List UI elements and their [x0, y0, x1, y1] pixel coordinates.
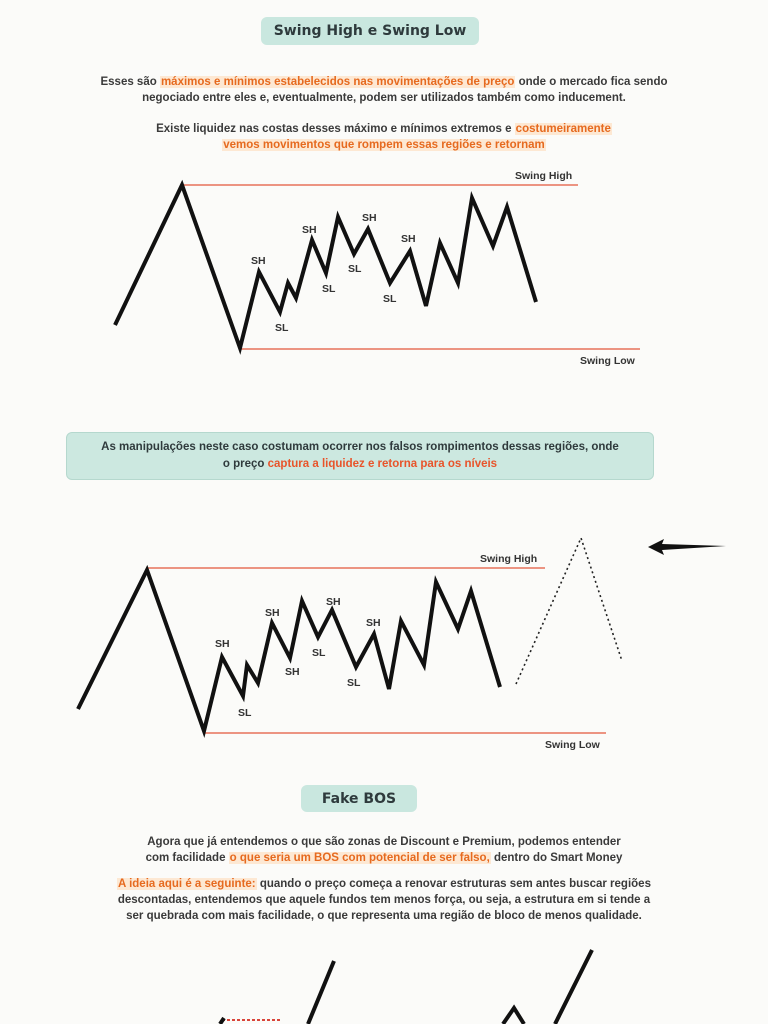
sh-label: SH — [362, 212, 377, 224]
price-path-marker — [218, 1016, 226, 1024]
section-title-swing: Swing High e Swing Low — [261, 17, 479, 45]
sh-label: SH — [326, 596, 341, 608]
intro-line2: negociado entre eles e, eventualmente, p… — [142, 92, 626, 104]
fake-bos-highlight: o que seria um BOS com potencial de ser … — [228, 852, 491, 864]
sl-label: SL — [383, 293, 397, 305]
callout-highlight: captura a liquidez e retorna para os nív… — [267, 458, 498, 470]
sl-label: SL — [347, 677, 361, 689]
sl-label: SL — [275, 322, 289, 334]
price-path-right — [501, 1004, 526, 1024]
sl-label: SL — [238, 707, 252, 719]
liquidity-paragraph: Existe liquidez nas costas desses máximo… — [60, 121, 708, 153]
sl-label: SL — [348, 263, 362, 275]
sh-label: SH — [265, 607, 280, 619]
swing-high-label: Swing High — [480, 553, 537, 565]
sl-label: SL — [322, 283, 336, 295]
fake-bos-text-a: Agora que já entendemos o que são zonas … — [147, 836, 621, 848]
sh-label: SH — [285, 666, 300, 678]
projected-breakout-path — [515, 535, 623, 685]
price-path — [76, 564, 502, 738]
diagram-fake-bos — [218, 949, 594, 1024]
sh-label: SH — [302, 224, 317, 236]
fake-bos-text-c: dentro do Smart Money — [490, 852, 623, 864]
section-title-fake-bos: Fake BOS — [301, 785, 417, 812]
liquidity-text-a: Existe liquidez nas costas desses máximo… — [156, 123, 515, 135]
sh-label: SH — [251, 255, 266, 267]
intro-text-a: Esses são — [100, 76, 160, 88]
fake-bos-paragraph: Agora que já entendemos o que são zonas … — [60, 834, 708, 866]
sh-label: SH — [401, 233, 416, 245]
liquidity-highlight-1: costumeiramente — [514, 123, 612, 135]
idea-highlight: A ideia aqui é a seguinte: — [117, 878, 257, 890]
idea-line2: descontadas, entendemos que aquele fundo… — [117, 894, 651, 906]
sl-label: SL — [312, 647, 326, 659]
liquidity-highlight-2: vemos movimentos que rompem essas regiõe… — [222, 139, 546, 151]
price-path-right-up — [553, 949, 594, 1024]
arrow-left-icon — [648, 539, 726, 555]
callout-text-a: As manipulações neste caso costumam ocor… — [101, 441, 619, 453]
sh-label: SH — [366, 617, 381, 629]
swing-high-label: Swing High — [515, 170, 572, 182]
intro-highlight: máximos e mínimos estabelecidos nas movi… — [159, 76, 516, 88]
swing-low-label: Swing Low — [580, 355, 636, 367]
callout-text-b: o preço — [222, 458, 268, 470]
fake-bos-text-b: com facilidade — [145, 852, 229, 864]
sh-label: SH — [215, 638, 230, 650]
diagram-fake-breakout: Swing High Swing Low SH SL SH SH SH SL S… — [76, 535, 726, 751]
diagram-swing-structure: Swing High Swing Low SH SL SH SL SH SL S… — [113, 170, 640, 367]
intro-paragraph: Esses são máximos e mínimos estabelecido… — [60, 74, 708, 106]
idea-text-a: quando o preço começa a renovar estrutur… — [256, 878, 651, 890]
idea-line3: ser quebrada com mais facilidade, o que … — [126, 910, 642, 922]
manipulation-callout: As manipulações neste caso costumam ocor… — [66, 432, 654, 480]
price-path — [113, 179, 538, 355]
intro-text-b: onde o mercado fica sendo — [515, 76, 668, 88]
price-path-left — [306, 960, 336, 1024]
swing-low-label: Swing Low — [545, 739, 601, 751]
idea-paragraph: A ideia aqui é a seguinte: quando o preç… — [60, 876, 708, 924]
